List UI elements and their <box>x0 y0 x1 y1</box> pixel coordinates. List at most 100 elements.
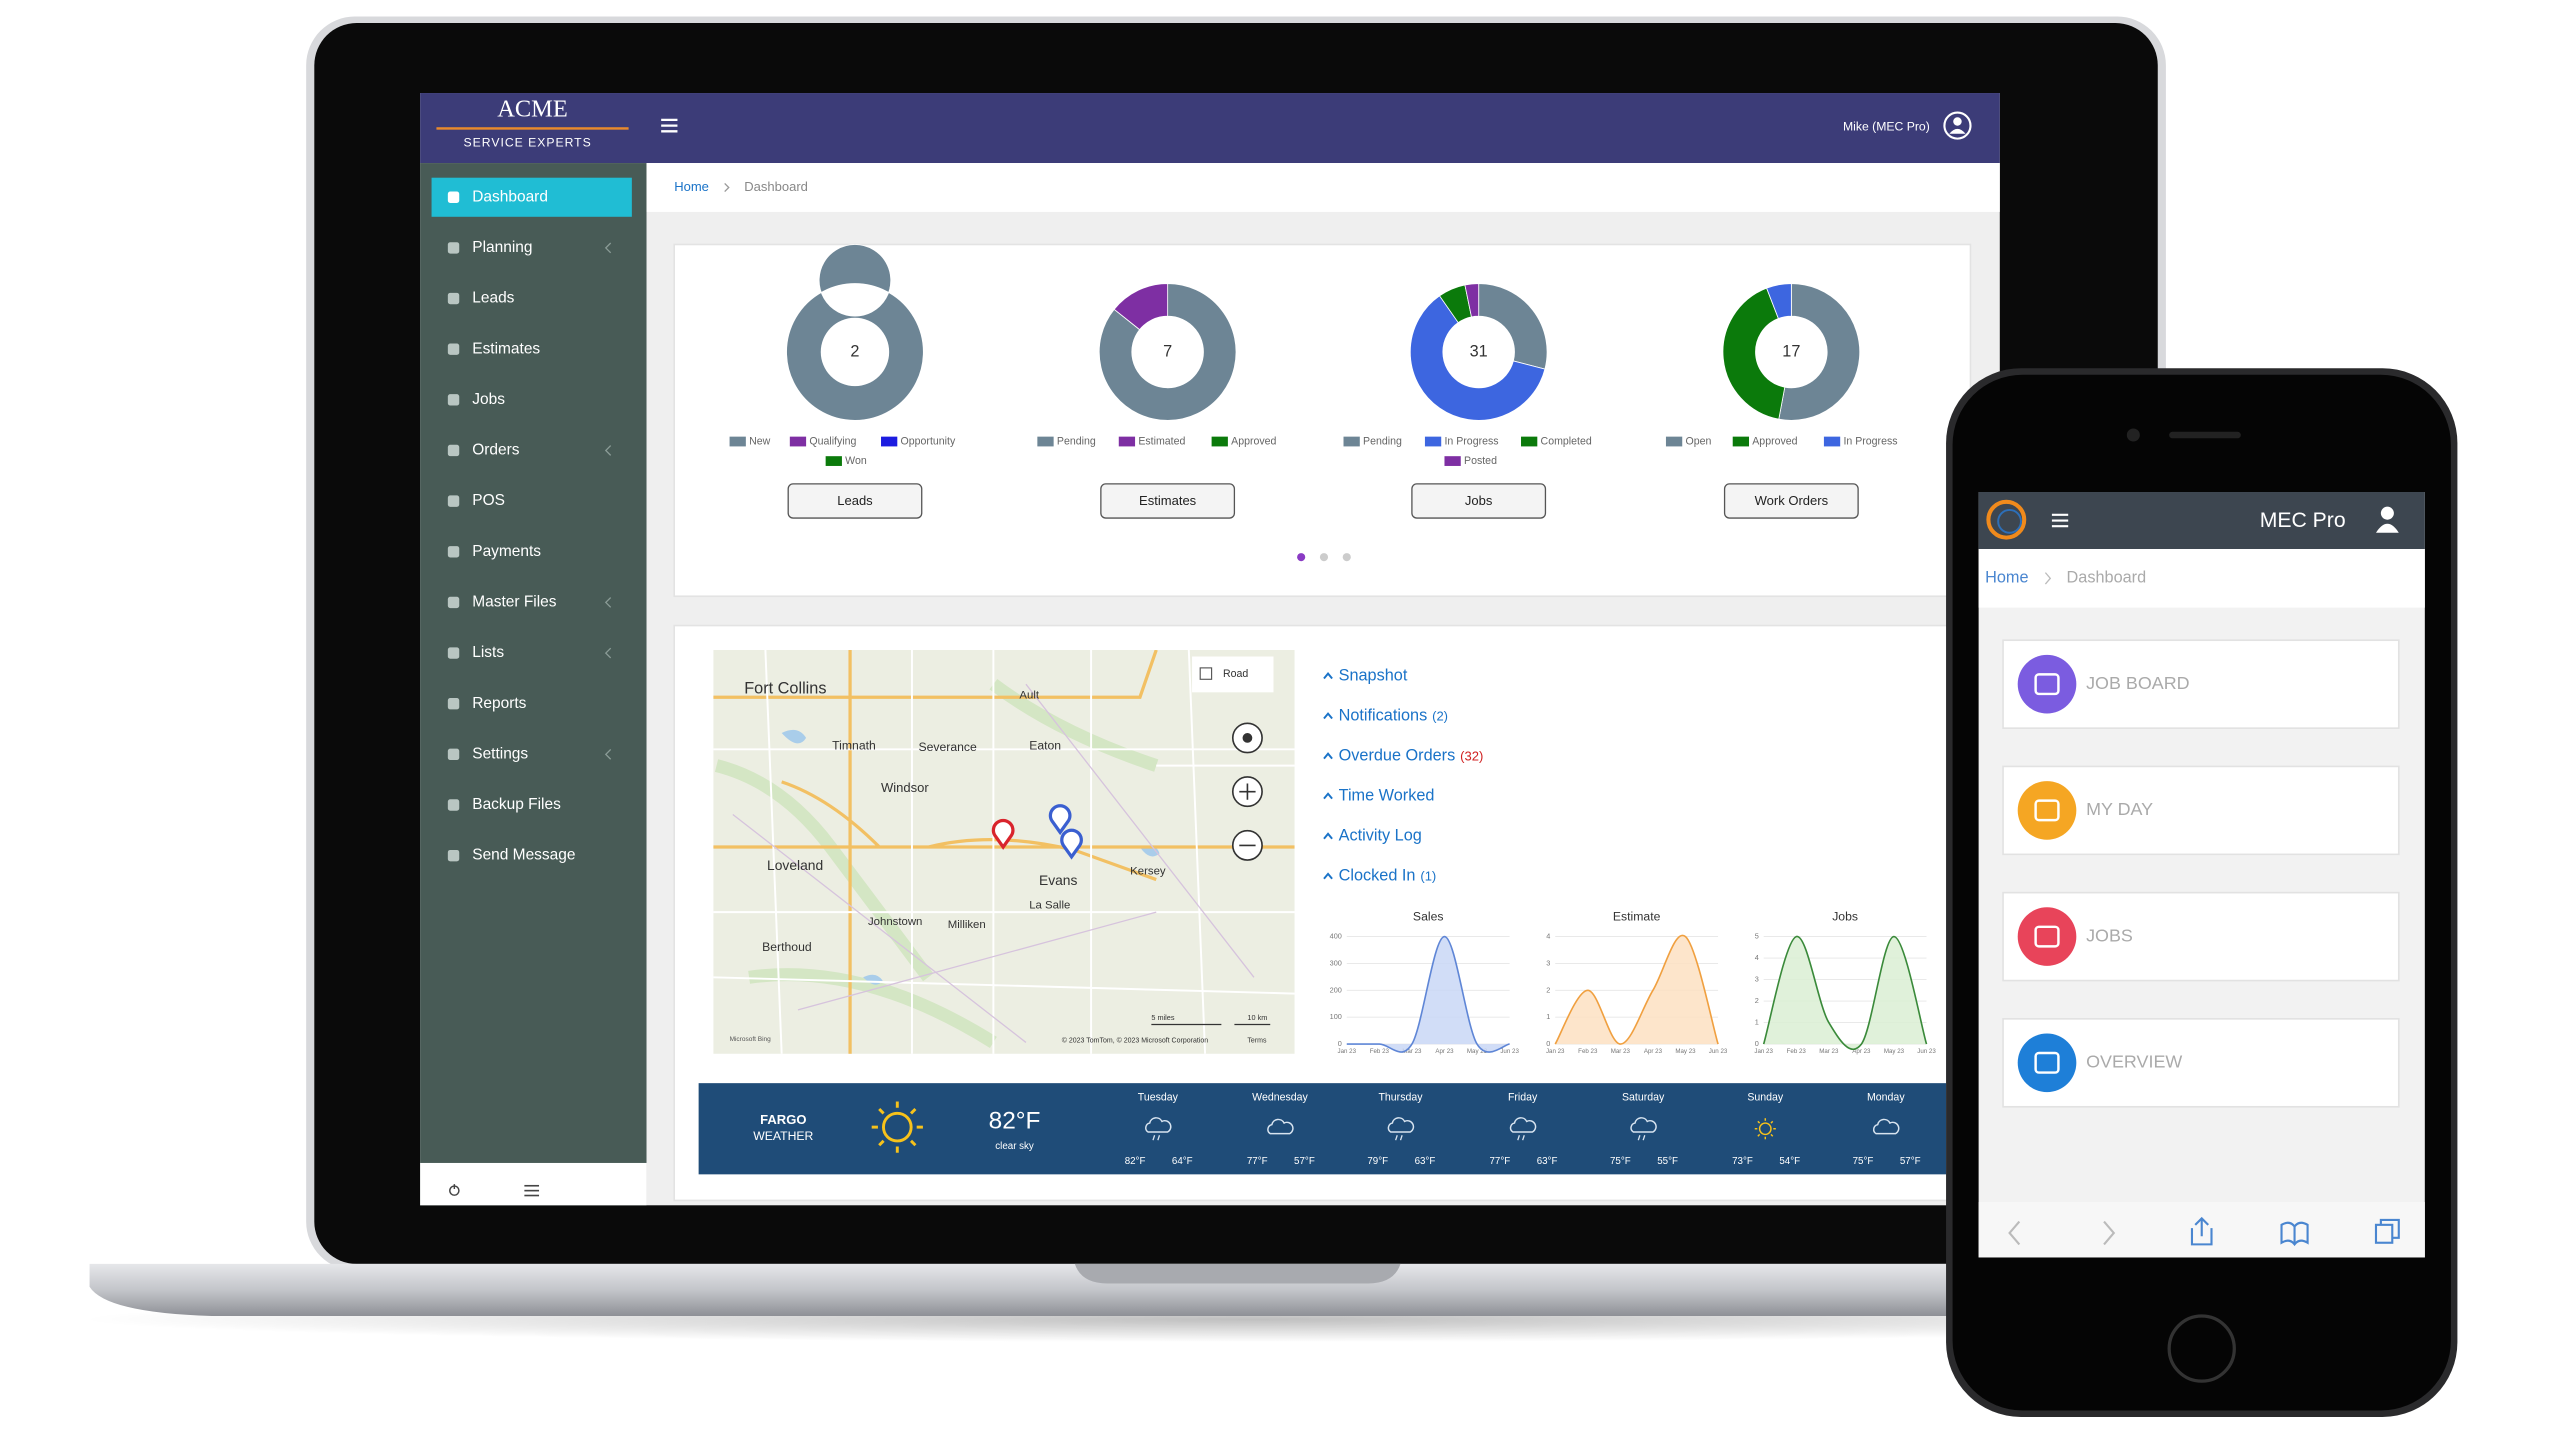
sidebar-item[interactable]: Backup Files <box>472 796 561 813</box>
tile-icon-glyph <box>2034 925 2060 948</box>
phone: MEC Pro Home Dashboard JOB BOARD MY DAY JO… <box>1946 368 2458 1417</box>
map-control[interactable]: Road <box>1223 668 1248 680</box>
donut-hole <box>1757 317 1826 387</box>
cloud-icon <box>1145 1117 1172 1133</box>
map-place: La Salle <box>1029 900 1070 912</box>
x-tick-label: Feb 23 <box>1787 1048 1807 1055</box>
y-tick-label: 2 <box>1546 985 1550 994</box>
tile-icon <box>2017 1033 2077 1093</box>
map-terms[interactable]: Terms <box>1247 1038 1267 1045</box>
legend-label: Posted <box>1464 455 1497 467</box>
link-count[interactable]: (32) <box>1460 748 1483 763</box>
power-icon[interactable] <box>449 1184 460 1196</box>
y-tick-label: 400 <box>1330 932 1342 941</box>
x-tick-label: Mar 23 <box>1611 1048 1631 1055</box>
carousel-dot[interactable] <box>1297 553 1306 562</box>
sidebar-item[interactable]: Reports <box>472 695 526 712</box>
x-tick-label: Mar 23 <box>1819 1048 1839 1055</box>
legend-swatch <box>1444 456 1461 466</box>
sidebar-item[interactable]: Leads <box>472 290 514 307</box>
map[interactable]: Fort Collins Ault Timnath Severance Eaton Win… <box>713 649 1295 1054</box>
link-label[interactable]: Activity Log <box>1339 827 1422 845</box>
phone-logo-inner <box>1997 508 2022 534</box>
donut-button[interactable] <box>787 483 923 519</box>
sidebar <box>420 163 647 1206</box>
link-label[interactable]: Time Worked <box>1339 787 1435 805</box>
link-label[interactable]: Snapshot <box>1339 666 1408 684</box>
sidebar-item[interactable]: Send Message <box>472 847 575 864</box>
donut-segment <box>1778 283 1861 421</box>
tile-label[interactable]: MY DAY <box>2086 799 2153 819</box>
mini-chart-title: Estimate <box>1613 909 1661 923</box>
forecast-low: 63°F <box>1537 1156 1558 1167</box>
link-label[interactable]: Overdue Orders <box>1339 746 1456 764</box>
phone-menu[interactable] <box>2051 513 2069 528</box>
forecast-low: 54°F <box>1779 1156 1800 1167</box>
donut-button[interactable] <box>1723 483 1859 519</box>
link-count[interactable]: (2) <box>1432 708 1448 723</box>
carousel-dot[interactable] <box>1319 553 1329 562</box>
breadcrumb-current: Dashboard <box>744 179 808 194</box>
x-tick-label: Jun 23 <box>1500 1048 1519 1055</box>
menu-toggle[interactable] <box>661 118 678 133</box>
donut-segment <box>1766 283 1792 320</box>
sidebar-item[interactable]: Dashboard <box>472 188 548 205</box>
donut-segment <box>1113 283 1169 331</box>
browser-icons[interactable] <box>2008 1216 2400 1247</box>
brand: ACME <box>497 96 568 123</box>
brand-rule <box>436 127 629 130</box>
y-tick-label: 3 <box>1546 958 1550 967</box>
tile-icon <box>2017 907 2077 966</box>
breadcrumb-home[interactable]: Home <box>674 179 709 194</box>
sidebar-icon <box>447 596 460 609</box>
weather-condition: clear sky <box>995 1141 1034 1152</box>
x-tick-label: Jan 23 <box>1546 1048 1565 1055</box>
sun-ray <box>1770 1133 1774 1137</box>
sidebar-item[interactable]: Lists <box>472 644 504 661</box>
sidebar-item[interactable]: Master Files <box>472 594 556 611</box>
carousel-dot[interactable] <box>1342 553 1351 562</box>
phone-user[interactable] <box>2375 506 2399 533</box>
legend-swatch <box>1521 436 1538 447</box>
phone-breadcrumb-home[interactable]: Home <box>1985 569 2028 587</box>
user-avatar[interactable] <box>1943 111 1972 140</box>
sidebar-item[interactable]: Jobs <box>472 391 505 408</box>
tile-label[interactable]: OVERVIEW <box>2086 1052 2182 1072</box>
donut-button-label[interactable]: Leads <box>837 493 873 508</box>
tile-icon-glyph <box>2034 1051 2060 1074</box>
forecast-day: Tuesday <box>1138 1092 1179 1104</box>
sidebar-chevron <box>604 445 612 456</box>
map-scale: 10 km <box>1247 1013 1267 1022</box>
map-place: Windsor <box>881 780 929 795</box>
link-label[interactable]: Clocked In <box>1339 867 1416 885</box>
map-place: Kersey <box>1130 865 1166 877</box>
donut-button[interactable] <box>1100 483 1236 519</box>
cloud-icon <box>1872 1118 1900 1135</box>
home-button[interactable] <box>2167 1314 2236 1383</box>
tile-label[interactable]: JOB BOARD <box>2086 673 2190 693</box>
sidebar-item[interactable]: Orders <box>472 442 520 459</box>
donut-button-label[interactable]: Work Orders <box>1755 493 1829 508</box>
weather-label: WEATHER <box>753 1129 813 1143</box>
legend-swatch <box>1823 436 1841 447</box>
donut-button-label[interactable]: Estimates <box>1139 493 1197 508</box>
breadcrumb-sep <box>724 182 730 193</box>
sidebar-menu-icon[interactable] <box>524 1184 540 1197</box>
link-caret <box>1323 792 1333 800</box>
tile-label[interactable]: JOBS <box>2086 925 2133 945</box>
map-place: Milliken <box>948 919 986 931</box>
link-label[interactable]: Notifications <box>1339 706 1428 724</box>
sidebar-item[interactable]: Payments <box>472 543 541 560</box>
sidebar-item[interactable]: Estimates <box>472 340 540 357</box>
sidebar-item[interactable]: Settings <box>472 745 528 762</box>
tile-icon <box>2017 781 2077 840</box>
sidebar-item[interactable]: Planning <box>472 239 532 256</box>
user-name[interactable]: Mike (MEC Pro) <box>1843 119 1930 133</box>
donut-button-label[interactable]: Jobs <box>1465 493 1493 508</box>
link-count[interactable]: (1) <box>1420 869 1436 884</box>
donut-button[interactable] <box>1411 483 1547 519</box>
forecast-high: 79°F <box>1367 1156 1388 1167</box>
cloud-icon <box>1509 1117 1537 1133</box>
sidebar-footer <box>420 1162 647 1206</box>
sidebar-item[interactable]: POS <box>472 492 505 509</box>
